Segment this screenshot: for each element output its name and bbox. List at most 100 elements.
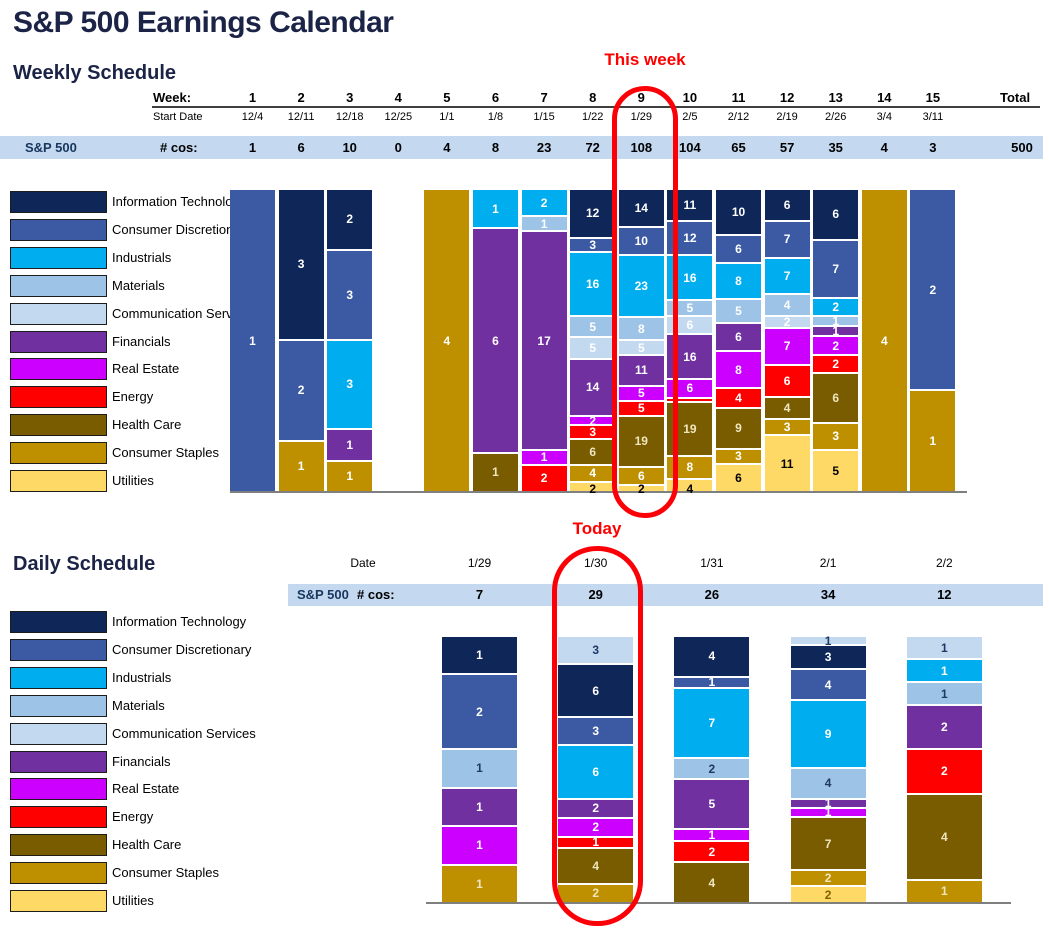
bar-segment-mat: 1 (813, 315, 859, 328)
day-date: 2/2 (935, 556, 953, 570)
segment-value-label: 7 (783, 268, 791, 283)
bar-segment-fin: 1 (442, 788, 517, 828)
legend-label: Communication Services (112, 305, 256, 321)
weekly-index-label: S&P 500 (25, 140, 77, 155)
week-start-date: 1/8 (487, 111, 504, 123)
segment-value-label: 6 (735, 330, 742, 345)
day-cos-count: 34 (820, 587, 836, 602)
bar-segment-re: 1 (442, 827, 517, 866)
bar-segment-fin: 2 (906, 706, 982, 751)
stacked-bar-weekly-6: 1 6 1 (473, 190, 518, 491)
segment-value-label: 2 (940, 720, 948, 735)
daily-cos-band: S&P 500 # cos: (288, 584, 1043, 606)
legend-label: Information Technology (112, 614, 247, 629)
weekly-cos-label: # cos: (160, 140, 198, 155)
week-cos-count: 35 (828, 140, 843, 155)
bar-segment-ind: 8 (716, 263, 761, 301)
bar-segment-cst: 1 (910, 391, 956, 491)
legend-label: Consumer Discretionary (112, 641, 252, 657)
legend-swatch-com (10, 722, 107, 745)
segment-value-label: 5 (708, 797, 716, 812)
segment-value-label: 2 (783, 315, 791, 330)
date-row-label: Date (350, 556, 376, 570)
segment-value-label: 2 (476, 704, 483, 719)
bar-segment-en: 2 (906, 750, 982, 795)
bar-segment-it: 4 (674, 637, 750, 678)
start-date-row-label: Start Date (153, 111, 203, 123)
segment-value-label: 1 (346, 438, 354, 453)
stacked-bar-weekly-2: 3 2 1 (278, 190, 324, 491)
week-cos-count: 6 (297, 140, 305, 155)
segment-value-label: 4 (940, 829, 948, 844)
this-week-highlight-oval (612, 86, 678, 518)
bar-segment-en: 2 (813, 355, 859, 374)
segment-value-label: 8 (735, 274, 742, 289)
bar-segment-cst: 2 (790, 870, 866, 888)
week-start-date: 2/26 (824, 111, 847, 123)
bar-segment-cd: 2 (910, 190, 956, 392)
bar-segment-en: 6 (764, 365, 810, 398)
week-number: 1 (248, 90, 257, 105)
segment-value-label: 1 (940, 640, 948, 655)
segment-value-label: 2 (346, 212, 354, 227)
segment-value-label: 1 (824, 796, 832, 811)
bar-segment-cst: 1 (906, 880, 982, 902)
segment-value-label: 4 (783, 298, 791, 313)
bar-segment-ind: 9 (790, 701, 866, 769)
week-start-date: 3/4 (876, 111, 892, 123)
legend-label: Energy (112, 809, 154, 825)
bar-segment-fin: 6 (716, 324, 761, 353)
segment-value-label: 1 (476, 761, 483, 776)
segment-value-label: 1 (492, 465, 499, 480)
segment-value-label: 5 (832, 463, 840, 478)
bar-segment-ut: 11 (764, 436, 810, 491)
segment-value-label: 3 (735, 449, 742, 464)
legend-swatch-re (10, 358, 107, 381)
segment-value-label: 1 (476, 799, 483, 814)
segment-value-label: 9 (735, 421, 742, 436)
bar-segment-en: 2 (521, 465, 567, 491)
bar-segment-mat: 4 (790, 768, 866, 800)
legend-swatch-en (10, 806, 107, 829)
bar-segment-com: 5 (570, 338, 616, 360)
bar-segment-en: 2 (674, 842, 750, 864)
day-cos-count: 12 (937, 587, 952, 602)
segment-value-label: 6 (783, 197, 791, 212)
stacked-bar-weekly-11: 10 6 8 5 6 8 4 9 3 6 (716, 190, 761, 491)
bar-segment-mat: 1 (906, 683, 982, 707)
stacked-bar-weekly-8: 12 3 16 5 5 14 2 3 6 4 2 (570, 190, 616, 495)
segment-value-label: 3 (832, 429, 840, 444)
legend-swatch-ut (10, 890, 107, 912)
bar-segment-cst: 1 (327, 461, 373, 491)
stacked-bar-weekly-1: 1 (230, 190, 275, 491)
bar-segment-hc: 4 (674, 863, 750, 902)
bar-segment-it: 3 (278, 190, 324, 341)
legend-swatch-cst (10, 442, 107, 465)
segment-value-label: 2 (832, 300, 840, 315)
week-start-date: 2/19 (776, 111, 798, 123)
segment-value-label: 1 (476, 876, 483, 891)
bar-segment-fin: 6 (473, 229, 518, 454)
legend-swatch-com (10, 302, 107, 325)
segment-value-label: 2 (297, 383, 305, 397)
bar-segment-ind: 3 (327, 340, 373, 431)
bar-segment-hc: 1 (473, 453, 518, 491)
bar-segment-fin: 17 (521, 232, 567, 451)
segment-value-label: 17 (537, 333, 551, 348)
legend-label: Real Estate (112, 361, 180, 377)
bar-segment-mat: 4 (764, 295, 810, 318)
stacked-bar-daily-2/2: 1 1 1 2 2 4 1 (906, 637, 982, 902)
legend-label: Materials (112, 697, 165, 713)
bar-segment-ut: 2 (570, 483, 616, 495)
segment-value-label: 6 (783, 373, 791, 388)
bar-segment-re: 7 (764, 329, 810, 366)
week-cos-count: 0 (394, 140, 402, 155)
segment-value-label: 1 (940, 686, 948, 701)
segment-value-label: 3 (824, 650, 832, 665)
total-column-label: Total (1000, 90, 1031, 105)
week-cos-count: 3 (929, 140, 937, 155)
